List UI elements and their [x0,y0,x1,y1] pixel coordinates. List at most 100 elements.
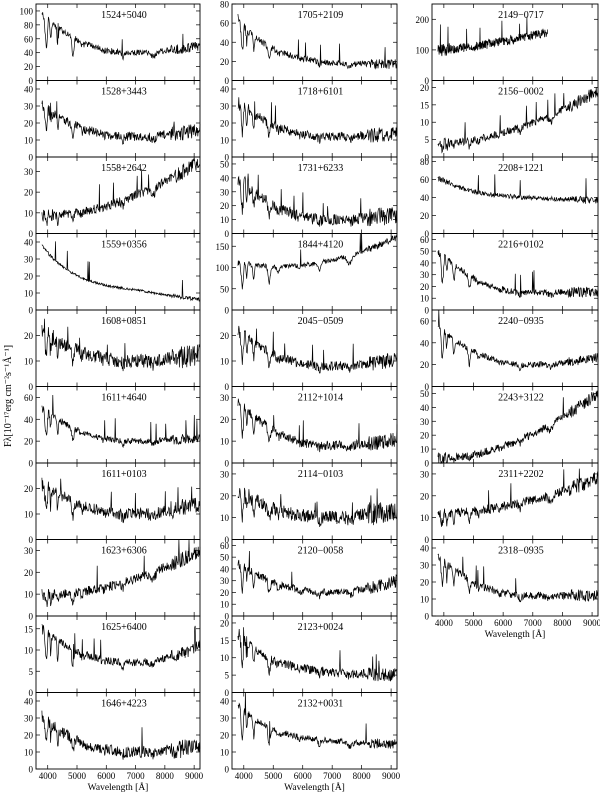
y-tick-label: 30 [24,255,34,265]
y-tick-label: 100 [20,6,34,16]
y-tick-label: 20 [24,484,34,494]
y-tick-label: 0 [225,459,230,469]
spectrum-panel: 0 20 40 60 2240−0935 [420,309,599,392]
spectrum-line [237,325,398,374]
y-tick-label: 0 [425,229,430,239]
y-tick-label: 0 [225,76,230,86]
spectrum-line [237,14,398,70]
y-tick-label: 80 [420,157,430,167]
spectrum-panel: 0 10 20 30 40 1718+6101 [220,80,398,163]
y-tick-label: 0 [425,76,430,86]
spectrum-panel: 0 10 20 1611+0103 [24,462,201,545]
y-tick-label: 10 [220,653,230,663]
panel-title: 2114−0103 [298,469,343,480]
panel-title: 2156−0002 [498,87,544,98]
y-tick-label: 20 [24,437,34,447]
panel-title: 1611+4640 [101,393,146,404]
spectrum-line [237,692,398,750]
y-tick-label: 10 [24,136,34,146]
y-tick-label: 0 [29,612,34,622]
spectrum-line [237,398,398,453]
x-tick-label: 5000 [465,618,484,628]
y-tick-label: 30 [420,561,430,571]
y-tick-label: 0 [225,612,230,622]
y-tick-label: 10 [420,294,430,304]
y-tick-label: 0 [29,76,34,86]
y-tick-label: 50 [220,553,230,563]
y-tick-label: 0 [425,612,430,622]
x-tick-label: 5000 [68,771,87,781]
panel-title: 2240−0935 [498,316,544,327]
y-tick-label: 10 [220,136,230,146]
y-tick-label: 20 [220,731,230,741]
y-tick-label: 60 [24,393,34,403]
spectrum-line [437,468,599,527]
y-tick-label: 60 [220,541,230,551]
y-tick-label: 0 [425,382,430,392]
spectrum-line [41,100,201,145]
spectrum-panel: 0 10 20 1608+0851 [24,309,201,392]
spectrum-line [237,173,398,227]
panel-title: 2208+1221 [498,163,544,174]
y-tick-label: 50 [420,247,430,257]
y-tick-label: 60 [420,316,430,326]
panel-title: 1608+0851 [101,316,147,327]
y-tick-label: 0 [225,153,230,163]
y-tick-label: 0 [425,153,430,163]
y-tick-label: 10 [24,357,34,367]
y-tick-label: 20 [220,201,230,211]
panel-title: 2318−0935 [498,546,544,557]
x-tick-label: 9000 [185,771,204,781]
panel-title: 2132+0031 [298,699,344,710]
y-tick-label: 40 [420,338,430,348]
y-tick-label: 20 [220,618,230,628]
spectrum-panel: 0 10 20 30 40 4000 5000 6000 7000 8000 9000 Wavelen… [24,692,204,793]
y-tick-label: 15 [420,100,430,110]
y-tick-label: 0 [29,229,34,239]
x-tick-label: 6000 [97,771,116,781]
y-tick-label: 10 [220,600,230,610]
y-tick-label: 20 [220,331,230,341]
y-tick-label: 0 [225,535,230,545]
spectrum-line [237,627,398,682]
y-tick-label: 40 [24,48,34,58]
y-tick-label: 0 [225,306,230,316]
y-tick-label: 40 [24,85,34,95]
panel-title: 1718+6101 [298,87,344,98]
y-tick-label: 20 [420,360,430,370]
spectrum-line [437,174,599,204]
spectrum-line [237,97,398,144]
panel-title: 2120−0058 [298,546,344,557]
y-tick-label: 20 [220,588,230,598]
panel-frame [231,692,398,770]
spectrum-line [237,550,398,600]
panel-title: 1558+2642 [101,163,147,174]
y-tick-label: 60 [24,34,34,44]
x-tick-label: 4000 [39,771,58,781]
spectrum-line [41,241,201,302]
y-tick-label: 0 [425,459,430,469]
spectrum-panel: 0 10 20 30 2311+2202 [420,462,599,545]
panel-title: 1524+5040 [101,10,147,21]
spectrum-panel: 0 10 20 30 2112+1014 [220,386,398,469]
y-tick-label: 60 [420,175,430,185]
y-tick-label: 20 [24,731,34,741]
y-tick-label: 20 [420,83,430,93]
spectrum-panel: 0 10 20 2045−0509 [220,309,398,392]
panel-frame [431,539,599,617]
y-tick-label: 30 [24,714,34,724]
x-axis-label: Wavelength [Å] [485,628,546,640]
spectrum-line [41,158,201,226]
spectrum-panel: 0 10 20 30 2114−0103 [220,462,398,545]
y-tick-label: 100 [416,45,430,55]
y-tick-label: 20 [24,62,34,72]
spectrum-panel: 0 20 40 60 80 1705+2109 [220,0,398,86]
y-tick-label: 30 [420,417,430,427]
x-axis-label: Wavelength [Å] [284,781,345,793]
y-tick-label: 20 [24,331,34,341]
y-axis-label: Fλ[10⁻¹⁷erg cm⁻²s⁻¹Å⁻¹] [2,345,14,447]
spectrum-panel: 0 20 40 60 1611+4640 [24,386,201,469]
y-tick-label: 20 [420,211,430,221]
y-tick-label: 30 [420,469,430,479]
